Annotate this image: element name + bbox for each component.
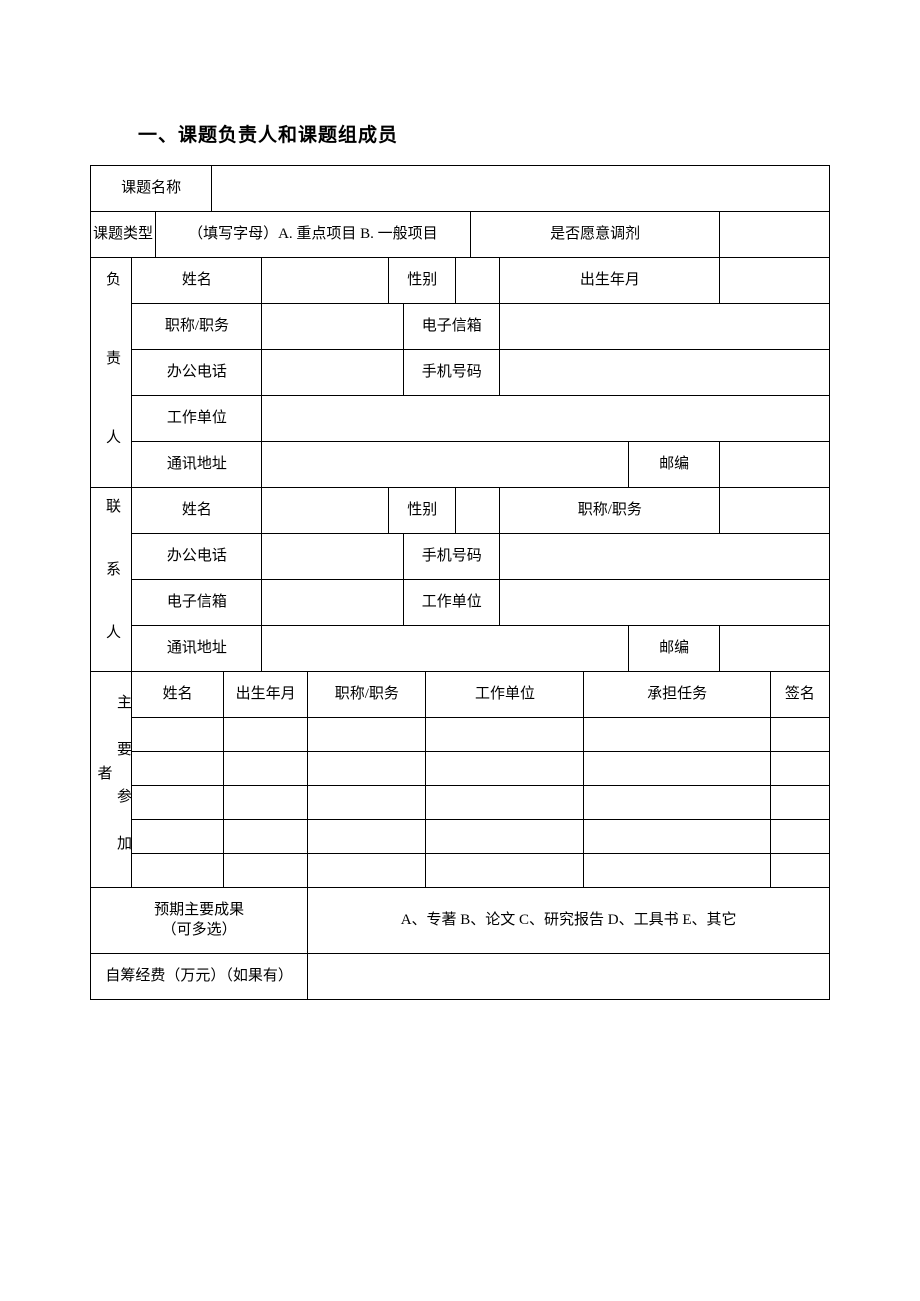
contact-name-label: 姓名 bbox=[132, 488, 262, 534]
leader-address-value[interactable] bbox=[262, 442, 628, 488]
leader-email-label: 电子信箱 bbox=[404, 304, 500, 350]
members-task-h: 承担任务 bbox=[584, 672, 770, 718]
members-birth-h: 出生年月 bbox=[224, 672, 308, 718]
members-sign-h: 签名 bbox=[770, 672, 829, 718]
member-row bbox=[91, 718, 830, 752]
leader-gender-value[interactable] bbox=[455, 258, 499, 304]
outcomes-options[interactable]: A、专著 B、论文 C、研究报告 D、工具书 E、其它 bbox=[308, 888, 830, 954]
leader-office-phone-label: 办公电话 bbox=[132, 350, 262, 396]
members-unit-h: 工作单位 bbox=[426, 672, 584, 718]
contact-title-value[interactable] bbox=[720, 488, 830, 534]
contact-workunit-label: 工作单位 bbox=[404, 580, 500, 626]
leader-name-value[interactable] bbox=[262, 258, 389, 304]
topic-name-value[interactable] bbox=[212, 166, 830, 212]
leader-address-label: 通讯地址 bbox=[132, 442, 262, 488]
contact-address-label: 通讯地址 bbox=[132, 626, 262, 672]
contact-gender-value[interactable] bbox=[455, 488, 499, 534]
form-table: 课题名称 课题类型 （填写字母）A. 重点项目 B. 一般项目 是否愿意调剂 负… bbox=[90, 165, 830, 1000]
leader-email-value[interactable] bbox=[500, 304, 830, 350]
members-title-h: 职称/职务 bbox=[308, 672, 426, 718]
section-heading: 一、课题负责人和课题组成员 bbox=[138, 120, 830, 147]
leader-workunit-label: 工作单位 bbox=[132, 396, 262, 442]
members-name-h: 姓名 bbox=[132, 672, 224, 718]
contact-address-value[interactable] bbox=[262, 626, 628, 672]
contact-mobile-label: 手机号码 bbox=[404, 534, 500, 580]
contact-office-phone-label: 办公电话 bbox=[132, 534, 262, 580]
topic-type-label: 课题类型 bbox=[91, 212, 156, 258]
leader-mobile-value[interactable] bbox=[500, 350, 830, 396]
contact-email-label: 电子信箱 bbox=[132, 580, 262, 626]
member-row bbox=[91, 786, 830, 820]
contact-email-value[interactable] bbox=[262, 580, 404, 626]
leader-gender-label: 性别 bbox=[389, 258, 455, 304]
contact-name-value[interactable] bbox=[262, 488, 389, 534]
leader-title-value[interactable] bbox=[262, 304, 404, 350]
contact-postcode-value[interactable] bbox=[720, 626, 830, 672]
leader-workunit-value[interactable] bbox=[262, 396, 830, 442]
transfer-value[interactable] bbox=[720, 212, 830, 258]
contact-mobile-value[interactable] bbox=[500, 534, 830, 580]
contact-postcode-label: 邮编 bbox=[628, 626, 720, 672]
contact-workunit-value[interactable] bbox=[500, 580, 830, 626]
self-fund-label: 自筹经费（万元）（如果有） bbox=[91, 954, 308, 1000]
leader-mobile-label: 手机号码 bbox=[404, 350, 500, 396]
topic-type-hint: （填写字母）A. 重点项目 B. 一般项目 bbox=[156, 212, 471, 258]
transfer-label: 是否愿意调剂 bbox=[470, 212, 720, 258]
leader-title-label: 职称/职务 bbox=[132, 304, 262, 350]
page: 一、课题负责人和课题组成员 课题名称 课题类型 （填写字母）A. 重点项目 B.… bbox=[0, 0, 920, 1000]
member-row bbox=[91, 820, 830, 854]
members-group-label: 主 要 参 加 者 bbox=[91, 672, 132, 888]
leader-group-label: 负 责 人 bbox=[91, 258, 132, 488]
outcomes-label: 预期主要成果 （可多选） bbox=[91, 888, 308, 954]
leader-postcode-value[interactable] bbox=[720, 442, 830, 488]
contact-group-label: 联 系 人 bbox=[91, 488, 132, 672]
member-row bbox=[91, 854, 830, 888]
leader-birth-value[interactable] bbox=[720, 258, 830, 304]
member-row bbox=[91, 752, 830, 786]
leader-birth-label: 出生年月 bbox=[500, 258, 720, 304]
topic-name-label: 课题名称 bbox=[91, 166, 212, 212]
contact-title-label: 职称/职务 bbox=[500, 488, 720, 534]
leader-name-label: 姓名 bbox=[132, 258, 262, 304]
contact-office-phone-value[interactable] bbox=[262, 534, 404, 580]
leader-postcode-label: 邮编 bbox=[628, 442, 720, 488]
leader-office-phone-value[interactable] bbox=[262, 350, 404, 396]
contact-gender-label: 性别 bbox=[389, 488, 455, 534]
self-fund-value[interactable] bbox=[308, 954, 830, 1000]
